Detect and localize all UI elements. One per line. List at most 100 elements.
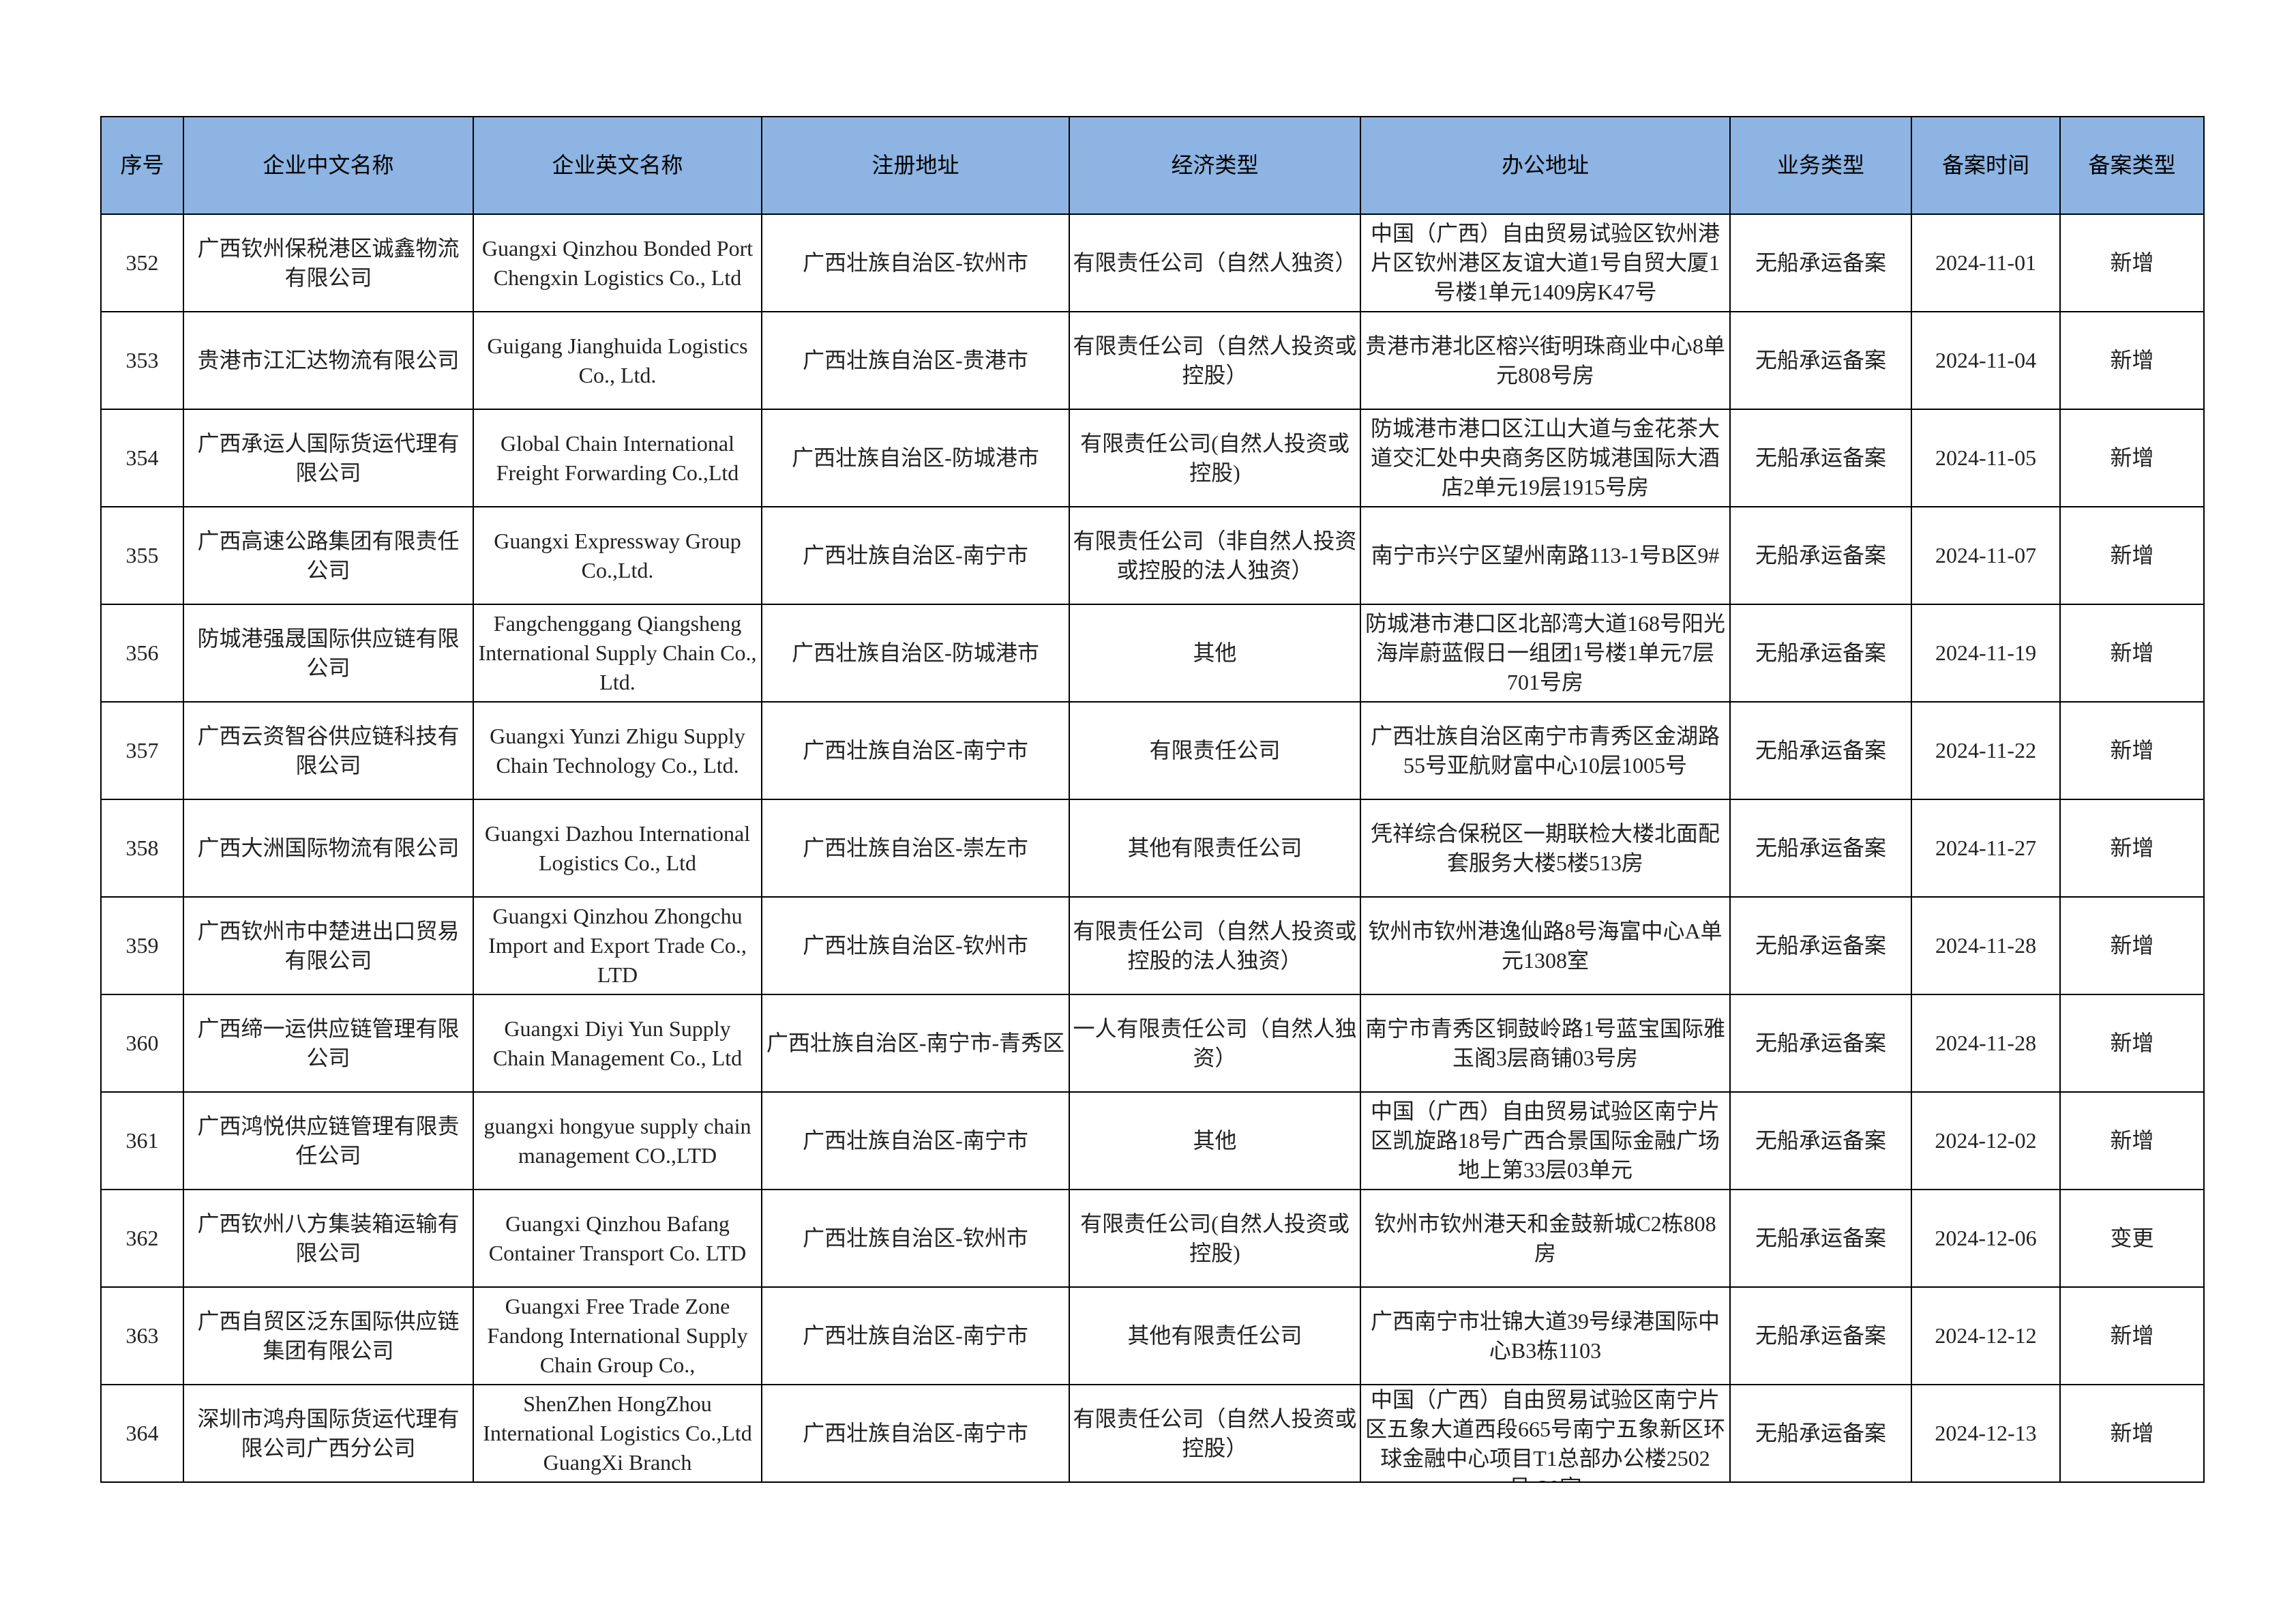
table-row: 360 广西缔一运供应链管理有限公司 Guangxi Diyi Yun Supply…: [100, 994, 2205, 1093]
table-cell: 防城港强晟国际供应链有限公司: [183, 604, 474, 703]
cell-text: Guigang Jianghuida Logistics Co., Ltd.: [487, 333, 748, 387]
cell-text: 357: [125, 738, 159, 763]
cell-text: 有限责任公司（非自然人投资或控股的法人独资）: [1073, 528, 1357, 582]
table-cell: Guangxi Yunzi Zhigu Supply Chain Technol…: [473, 701, 762, 800]
table-cell: 359: [100, 896, 184, 995]
column-header: 业务类型: [1729, 116, 1912, 215]
table-cell: 新增: [2059, 701, 2205, 800]
column-header: 备案类型: [2059, 116, 2205, 215]
table-cell: 358: [100, 799, 184, 898]
column-header: 企业英文名称: [473, 116, 762, 215]
table-cell: 广西钦州保税港区诚鑫物流有限公司: [183, 213, 474, 312]
table-cell: 363: [100, 1286, 184, 1385]
table-cell: 356: [100, 604, 184, 703]
cell-text: 广西壮族自治区-贵港市: [803, 348, 1028, 372]
cell-text: 有限责任公司（自然人投资或控股）: [1073, 333, 1357, 387]
table-cell: 无船承运备案: [1729, 1091, 1912, 1190]
table-cell: 防城港市港口区北部湾大道168号阳光海岸蔚蓝假日一组团1号楼1单元7层701号房: [1360, 604, 1731, 703]
table-cell: 广西壮族自治区-钦州市: [761, 896, 1070, 995]
table-cell: 中国（广西）自由贸易试验区南宁片区五象大道西段665号南宁五象新区环球金融中心项…: [1360, 1384, 1731, 1483]
cell-text: 2024-11-04: [1935, 348, 2037, 372]
cell-text: 无船承运备案: [1755, 348, 1886, 372]
table-row: 356 防城港强晟国际供应链有限公司 Fangchenggang Qiangshen…: [100, 604, 2205, 703]
table-cell: 钦州市钦州港逸仙路8号海富中心A单元1308室: [1360, 896, 1731, 995]
cell-text: Fangchenggang Qiangsheng International S…: [478, 611, 757, 694]
cell-text: 广西壮族自治区-钦州市: [803, 933, 1028, 958]
cell-text: 无船承运备案: [1755, 933, 1886, 958]
cell-text: 广西壮族自治区-南宁市: [803, 543, 1028, 567]
table-cell: 无船承运备案: [1729, 701, 1912, 800]
table-row: 352 广西钦州保税港区诚鑫物流有限公司 Guangxi Qinzhou Bonde…: [100, 213, 2205, 312]
cell-text: 2024-11-07: [1935, 543, 2037, 567]
table-cell: 广西壮族自治区-南宁市: [761, 506, 1070, 605]
cell-text: 新增: [2110, 933, 2154, 958]
table-cell: 一人有限责任公司（自然人独资）: [1069, 994, 1361, 1093]
table-body: 352 广西钦州保税港区诚鑫物流有限公司 Guangxi Qinzhou Bonde…: [100, 213, 2205, 1483]
cell-text: 无船承运备案: [1755, 1421, 1886, 1445]
table-cell: 广西壮族自治区-防城港市: [761, 409, 1070, 507]
column-header: 备案时间: [1911, 116, 2061, 215]
cell-text: 广西高速公路集团有限责任公司: [197, 528, 460, 582]
column-header: 序号: [100, 116, 184, 215]
cell-text: 广西壮族自治区-钦州市: [803, 250, 1028, 275]
table-cell: 新增: [2059, 311, 2205, 410]
table-cell: 360: [100, 994, 184, 1093]
table-cell: 2024-11-01: [1911, 213, 2061, 312]
table-cell: Guangxi Free Trade Zone Fandong Internat…: [473, 1286, 762, 1385]
cell-text: 新增: [2110, 1323, 2154, 1348]
cell-text: 358: [125, 836, 159, 860]
table-cell: 2024-11-07: [1911, 506, 2061, 605]
table-cell: 新增: [2059, 213, 2205, 312]
table-cell: 有限责任公司(自然人投资或控股): [1069, 409, 1361, 507]
table-cell: 中国（广西）自由贸易试验区钦州港片区钦州港区友谊大道1号自贸大厦1号楼1单元14…: [1360, 213, 1731, 312]
cell-text: 广西壮族自治区-南宁市: [803, 1323, 1028, 1348]
table-cell: 其他有限责任公司: [1069, 799, 1361, 898]
cell-text: guangxi hongyue supply chain management …: [483, 1113, 751, 1168]
table-cell: 无船承运备案: [1729, 604, 1912, 703]
table-cell: 2024-11-04: [1911, 311, 2061, 410]
cell-text: 无船承运备案: [1755, 836, 1886, 860]
cell-text: 贵港市江汇达物流有限公司: [197, 348, 460, 372]
cell-text: 361: [125, 1128, 159, 1153]
cell-text: 广西云资智谷供应链科技有限公司: [197, 723, 460, 778]
table-cell: 广西钦州市中楚进出口贸易有限公司: [183, 896, 474, 995]
column-header: 注册地址: [761, 116, 1070, 215]
table-cell: guangxi hongyue supply chain management …: [473, 1091, 762, 1190]
table-cell: 361: [100, 1091, 184, 1190]
table-cell: 新增: [2059, 799, 2205, 898]
cell-text: 广西壮族自治区-钦州市: [803, 1226, 1028, 1250]
table-cell: 广西云资智谷供应链科技有限公司: [183, 701, 474, 800]
cell-text: 钦州市钦州港天和金鼓新城C2栋808房: [1374, 1211, 1716, 1265]
cell-text: 新增: [2110, 250, 2154, 275]
cell-text: Guangxi Expressway Group Co.,Ltd.: [494, 528, 741, 582]
cell-text: 无船承运备案: [1755, 1128, 1886, 1153]
table-cell: 2024-11-28: [1911, 994, 2061, 1093]
cell-text: 有限责任公司（自然人投资或控股）: [1073, 1406, 1357, 1460]
cell-text: 广西钦州保税港区诚鑫物流有限公司: [197, 235, 460, 290]
cell-text: Guangxi Qinzhou Bonded Port Chengxin Log…: [481, 235, 754, 290]
cell-text: 2024-11-28: [1935, 1031, 2037, 1055]
table-cell: 有限责任公司(自然人投资或控股): [1069, 1189, 1361, 1288]
header-row: 序号 企业中文名称 企业英文名称 注册地址 经济类型 办公地址 业务类型 备案时间 备案类型: [100, 116, 2205, 215]
table-cell: 2024-12-06: [1911, 1189, 2061, 1288]
cell-text: Guangxi Diyi Yun Supply Chain Management…: [492, 1016, 743, 1070]
cell-text: 广西鸿悦供应链管理有限责任公司: [197, 1113, 460, 1168]
cell-text: 2024-11-19: [1935, 640, 2037, 665]
table-cell: 广西自贸区泛东国际供应链集团有限公司: [183, 1286, 474, 1385]
cell-text: 广西壮族自治区-南宁市-青秀区: [766, 1031, 1065, 1055]
table-cell: 355: [100, 506, 184, 605]
table-cell: 新增: [2059, 896, 2205, 995]
table-cell: 2024-11-19: [1911, 604, 2061, 703]
cell-text: 2024-11-28: [1935, 933, 2037, 958]
table-cell: 广西壮族自治区-防城港市: [761, 604, 1070, 703]
cell-text: 防城港市港口区江山大道与金花茶大道交汇处中央商务区防城港国际大酒店2单元19层1…: [1370, 416, 1720, 499]
cell-text: 无船承运备案: [1755, 1031, 1886, 1055]
cell-text: 广西壮族自治区南宁市青秀区金湖路55号亚航财富中心10层1005号: [1370, 723, 1720, 778]
table-cell: 新增: [2059, 1091, 2205, 1190]
table-cell: 有限责任公司: [1069, 701, 1361, 800]
cell-text: ShenZhen HongZhou International Logistic…: [483, 1391, 752, 1475]
cell-text: 无船承运备案: [1755, 543, 1886, 567]
table-cell: 2024-12-02: [1911, 1091, 2061, 1190]
cell-text: 一人有限责任公司（自然人独资）: [1073, 1016, 1357, 1070]
